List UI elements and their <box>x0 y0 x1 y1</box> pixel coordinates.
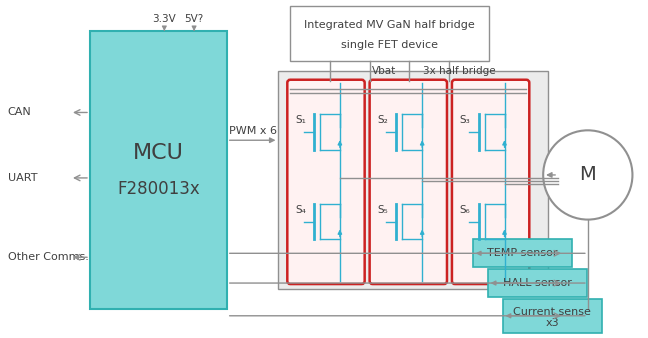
Text: 5V?: 5V? <box>185 14 203 24</box>
Text: MCU: MCU <box>133 143 184 163</box>
Text: S₆: S₆ <box>460 205 470 215</box>
Text: Vbat: Vbat <box>373 66 397 76</box>
Text: x3: x3 <box>546 318 559 328</box>
Circle shape <box>543 130 632 220</box>
FancyBboxPatch shape <box>369 80 447 284</box>
FancyBboxPatch shape <box>90 31 227 309</box>
Text: M: M <box>579 165 596 185</box>
FancyBboxPatch shape <box>279 71 548 289</box>
Text: Integrated MV GaN half bridge: Integrated MV GaN half bridge <box>304 20 475 30</box>
Text: Current sense: Current sense <box>513 307 591 317</box>
FancyBboxPatch shape <box>473 239 572 267</box>
Text: single FET device: single FET device <box>341 40 438 50</box>
Text: S₅: S₅ <box>378 205 388 215</box>
Text: F280013x: F280013x <box>117 180 200 198</box>
FancyBboxPatch shape <box>502 299 602 333</box>
Text: S₄: S₄ <box>295 205 306 215</box>
FancyBboxPatch shape <box>452 80 529 284</box>
Text: Other Comms.: Other Comms. <box>8 252 89 262</box>
Text: TEMP sensor: TEMP sensor <box>487 248 558 258</box>
Text: HALL sensor: HALL sensor <box>503 278 572 288</box>
Text: 3x half bridge: 3x half bridge <box>422 66 495 76</box>
FancyBboxPatch shape <box>287 80 365 284</box>
FancyBboxPatch shape <box>488 269 587 297</box>
Text: UART: UART <box>8 173 37 183</box>
Text: 3.3V: 3.3V <box>152 14 176 24</box>
FancyBboxPatch shape <box>290 6 489 61</box>
Text: S₁: S₁ <box>295 116 306 125</box>
Text: S₃: S₃ <box>460 116 470 125</box>
Text: CAN: CAN <box>8 107 31 118</box>
Text: S₂: S₂ <box>378 116 388 125</box>
Text: PWM x 6: PWM x 6 <box>229 126 277 136</box>
